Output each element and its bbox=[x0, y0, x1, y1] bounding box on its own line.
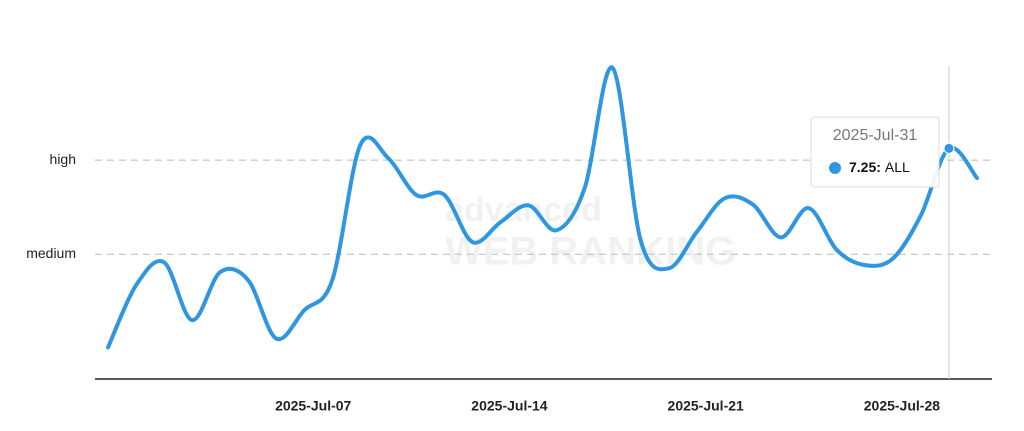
watermark: WEB RANKING bbox=[445, 230, 736, 274]
x-tick-label: 2025-Jul-14 bbox=[471, 398, 547, 414]
tooltip-number: 7.25: bbox=[849, 159, 881, 175]
hover-marker bbox=[943, 142, 955, 154]
x-tick-label: 2025-Jul-28 bbox=[864, 398, 940, 414]
x-tick-label: 2025-Jul-21 bbox=[668, 398, 744, 414]
tooltip-value: 7.25: ALL bbox=[849, 159, 910, 175]
tooltip-series: ALL bbox=[885, 159, 910, 175]
y-tick-label: medium bbox=[26, 245, 76, 261]
tooltip-dot bbox=[829, 162, 841, 174]
line-series bbox=[106, 65, 979, 350]
tooltip: 2025-Jul-31 7.25: ALL bbox=[810, 116, 940, 188]
tooltip-box bbox=[810, 116, 940, 188]
y-tick-label: high bbox=[50, 151, 76, 167]
tooltip-date: 2025-Jul-31 bbox=[833, 127, 918, 144]
x-tick-label: 2025-Jul-07 bbox=[275, 398, 351, 414]
watermark: advanced bbox=[445, 191, 602, 229]
